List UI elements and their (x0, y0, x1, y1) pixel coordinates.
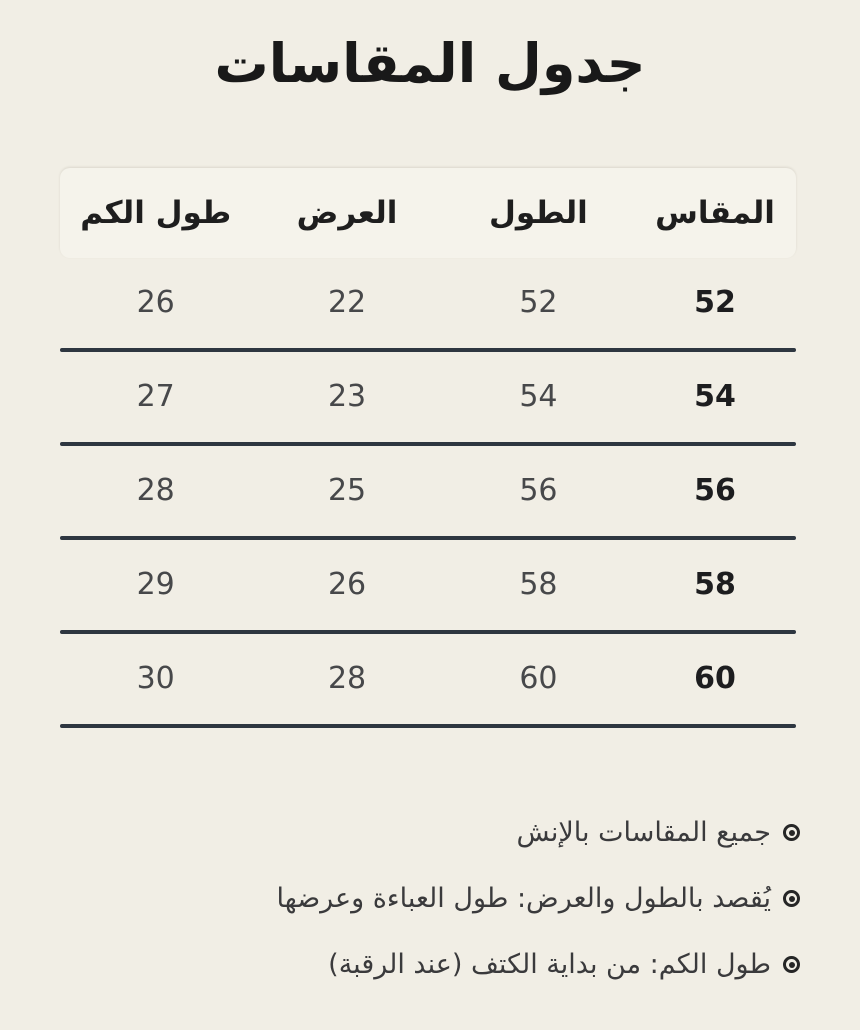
circled-dot-bullet-icon (783, 824, 800, 841)
size-chart-page: جدول المقاسات المقاس الطول العرض طول الك… (0, 30, 860, 1030)
size-value: 58 (694, 567, 736, 602)
length-value: 52 (519, 285, 558, 320)
length-value: 56 (519, 473, 558, 508)
width-value: 28 (327, 661, 367, 696)
length-value: 58 (519, 567, 558, 602)
header-cell-sleeve: طول الكم (80, 194, 232, 231)
width-value: 22 (327, 285, 367, 320)
header-cell-length: الطول (489, 194, 588, 231)
row-divider (60, 441, 796, 446)
length-value: 54 (519, 379, 558, 414)
row-divider (60, 629, 796, 634)
width-value: 23 (327, 379, 367, 414)
note-item: طول الكم: من بداية الكتف (عند الرقبة) (40, 932, 800, 998)
table-header-row: المقاس الطول العرض طول الكم (60, 167, 796, 258)
note-item: جميع المقاسات بالإنش (40, 800, 800, 866)
circled-dot-bullet-icon (783, 890, 800, 907)
note-text: جميع المقاسات بالإنش (516, 817, 771, 848)
header-cell-width: العرض (296, 194, 398, 231)
table-row: 52 52 22 26 (60, 258, 796, 348)
table-row: 54 54 23 27 (60, 352, 796, 442)
size-value: 54 (694, 379, 736, 414)
note-item: يُقصد بالطول والعرض: طول العباءة وعرضها (40, 866, 800, 932)
notes-section: جميع المقاسات بالإنش يُقصد بالطول والعرض… (40, 800, 800, 998)
table-row: 58 58 26 29 (60, 540, 796, 630)
size-value: 52 (694, 285, 736, 320)
table-row: 56 56 25 28 (60, 446, 796, 536)
sleeve-value: 26 (136, 285, 175, 320)
row-divider (60, 535, 796, 540)
note-text: طول الكم: من بداية الكتف (عند الرقبة) (328, 949, 771, 980)
width-value: 26 (327, 567, 367, 602)
table-row: 60 60 28 30 (60, 634, 796, 724)
header-cell-size: المقاس (655, 194, 775, 231)
circled-dot-bullet-icon (783, 956, 800, 973)
sleeve-value: 27 (136, 379, 175, 414)
size-value: 60 (694, 661, 736, 696)
row-divider (60, 723, 796, 728)
size-value: 56 (694, 473, 736, 508)
length-value: 60 (519, 661, 558, 696)
note-text: يُقصد بالطول والعرض: طول العباءة وعرضها (276, 883, 771, 914)
sleeve-value: 28 (136, 473, 175, 508)
page-title: جدول المقاسات (214, 32, 646, 95)
width-value: 25 (327, 473, 367, 508)
sleeve-value: 29 (136, 567, 175, 602)
size-table: المقاس الطول العرض طول الكم 52 52 22 26 … (60, 167, 796, 728)
row-divider (60, 347, 796, 352)
sleeve-value: 30 (136, 661, 175, 696)
